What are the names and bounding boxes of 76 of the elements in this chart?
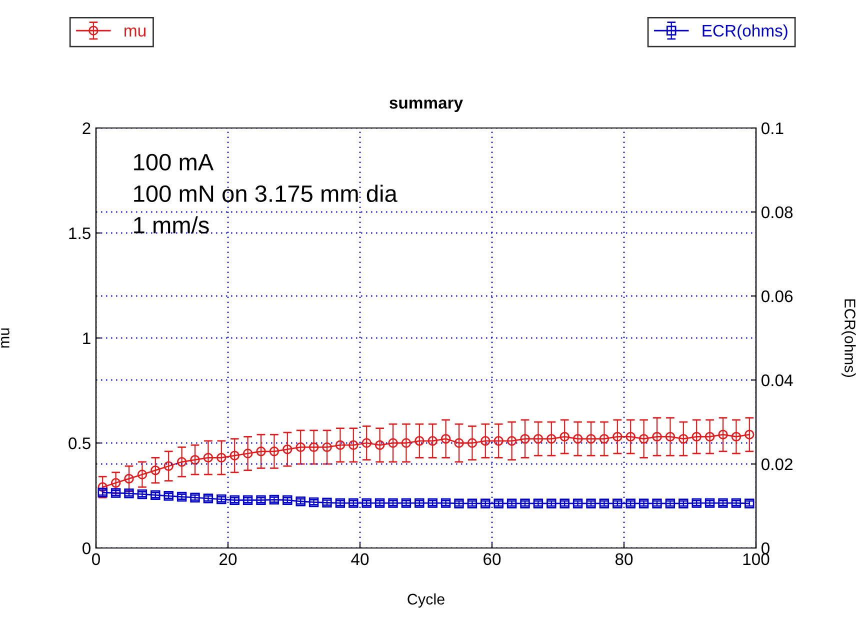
y-axis-title: mu xyxy=(1,328,10,348)
point xyxy=(164,461,174,471)
point xyxy=(348,440,358,450)
point xyxy=(652,432,662,442)
y2-tick-label: 0.1 xyxy=(762,122,784,134)
point xyxy=(572,434,583,444)
y-tick-label: 1.5 xyxy=(69,228,90,240)
point xyxy=(216,452,226,463)
y2-axis-title: ECR(ohms) xyxy=(842,299,856,377)
y2-tick-label: 0.04 xyxy=(762,374,793,386)
point xyxy=(282,444,292,454)
point xyxy=(124,474,134,484)
point xyxy=(98,482,108,492)
point xyxy=(626,432,636,442)
point xyxy=(454,438,464,448)
legend-label: mu xyxy=(124,27,146,37)
point xyxy=(599,434,610,444)
point xyxy=(176,457,187,467)
point xyxy=(533,434,544,444)
x-tick-label: 80 xyxy=(615,553,633,566)
point xyxy=(586,434,596,444)
point xyxy=(150,465,160,476)
point xyxy=(428,436,438,446)
legend-label: ECR(ohms) xyxy=(702,24,788,40)
x-tick-label: 0 xyxy=(92,553,100,566)
point xyxy=(256,446,266,456)
point xyxy=(520,434,530,444)
x-axis-title: Cycle xyxy=(408,593,444,608)
x-tick-label: 100 xyxy=(743,553,770,566)
point xyxy=(230,450,240,460)
point xyxy=(335,440,346,450)
x-tick-label: 60 xyxy=(484,553,501,566)
point xyxy=(704,432,715,442)
x-tick-label: 40 xyxy=(351,553,369,566)
point xyxy=(203,452,214,463)
annotation: 1 mm/s xyxy=(134,216,209,234)
point xyxy=(744,430,754,440)
point xyxy=(269,446,280,456)
y-tick-label: 0 xyxy=(82,542,90,554)
point xyxy=(322,442,332,452)
y-tick-label: 0.5 xyxy=(68,437,90,450)
point xyxy=(137,470,148,480)
point xyxy=(467,438,478,448)
point xyxy=(612,432,622,442)
point xyxy=(242,448,253,458)
x-tick-label: 20 xyxy=(220,553,237,566)
point xyxy=(388,438,398,448)
y2-tick-label: 0.08 xyxy=(762,206,793,218)
point xyxy=(401,438,412,448)
y2-tick-label: 0.06 xyxy=(762,290,793,302)
point xyxy=(296,442,306,452)
y-tick-label: 2 xyxy=(82,122,90,134)
point xyxy=(374,440,385,450)
point xyxy=(414,436,424,446)
annotation: 100 mA xyxy=(134,154,214,171)
y-tick-label: 1 xyxy=(83,332,90,344)
chart-title: summary xyxy=(390,100,463,112)
point xyxy=(731,432,742,442)
point xyxy=(692,432,702,442)
point xyxy=(480,436,490,446)
point xyxy=(190,454,200,465)
annotation: 100 mN on 3.175 mm dia xyxy=(134,184,398,202)
point xyxy=(718,430,728,440)
point xyxy=(546,434,556,444)
point xyxy=(665,432,676,442)
y2-tick-label: 0.02 xyxy=(762,458,792,470)
point xyxy=(506,436,517,446)
point xyxy=(494,436,504,446)
point xyxy=(638,434,649,444)
point xyxy=(110,478,121,488)
y2-tick-label: 0 xyxy=(762,542,770,554)
point xyxy=(678,434,688,444)
point xyxy=(560,432,570,442)
point xyxy=(362,438,372,448)
point xyxy=(440,434,451,444)
point xyxy=(308,442,319,452)
